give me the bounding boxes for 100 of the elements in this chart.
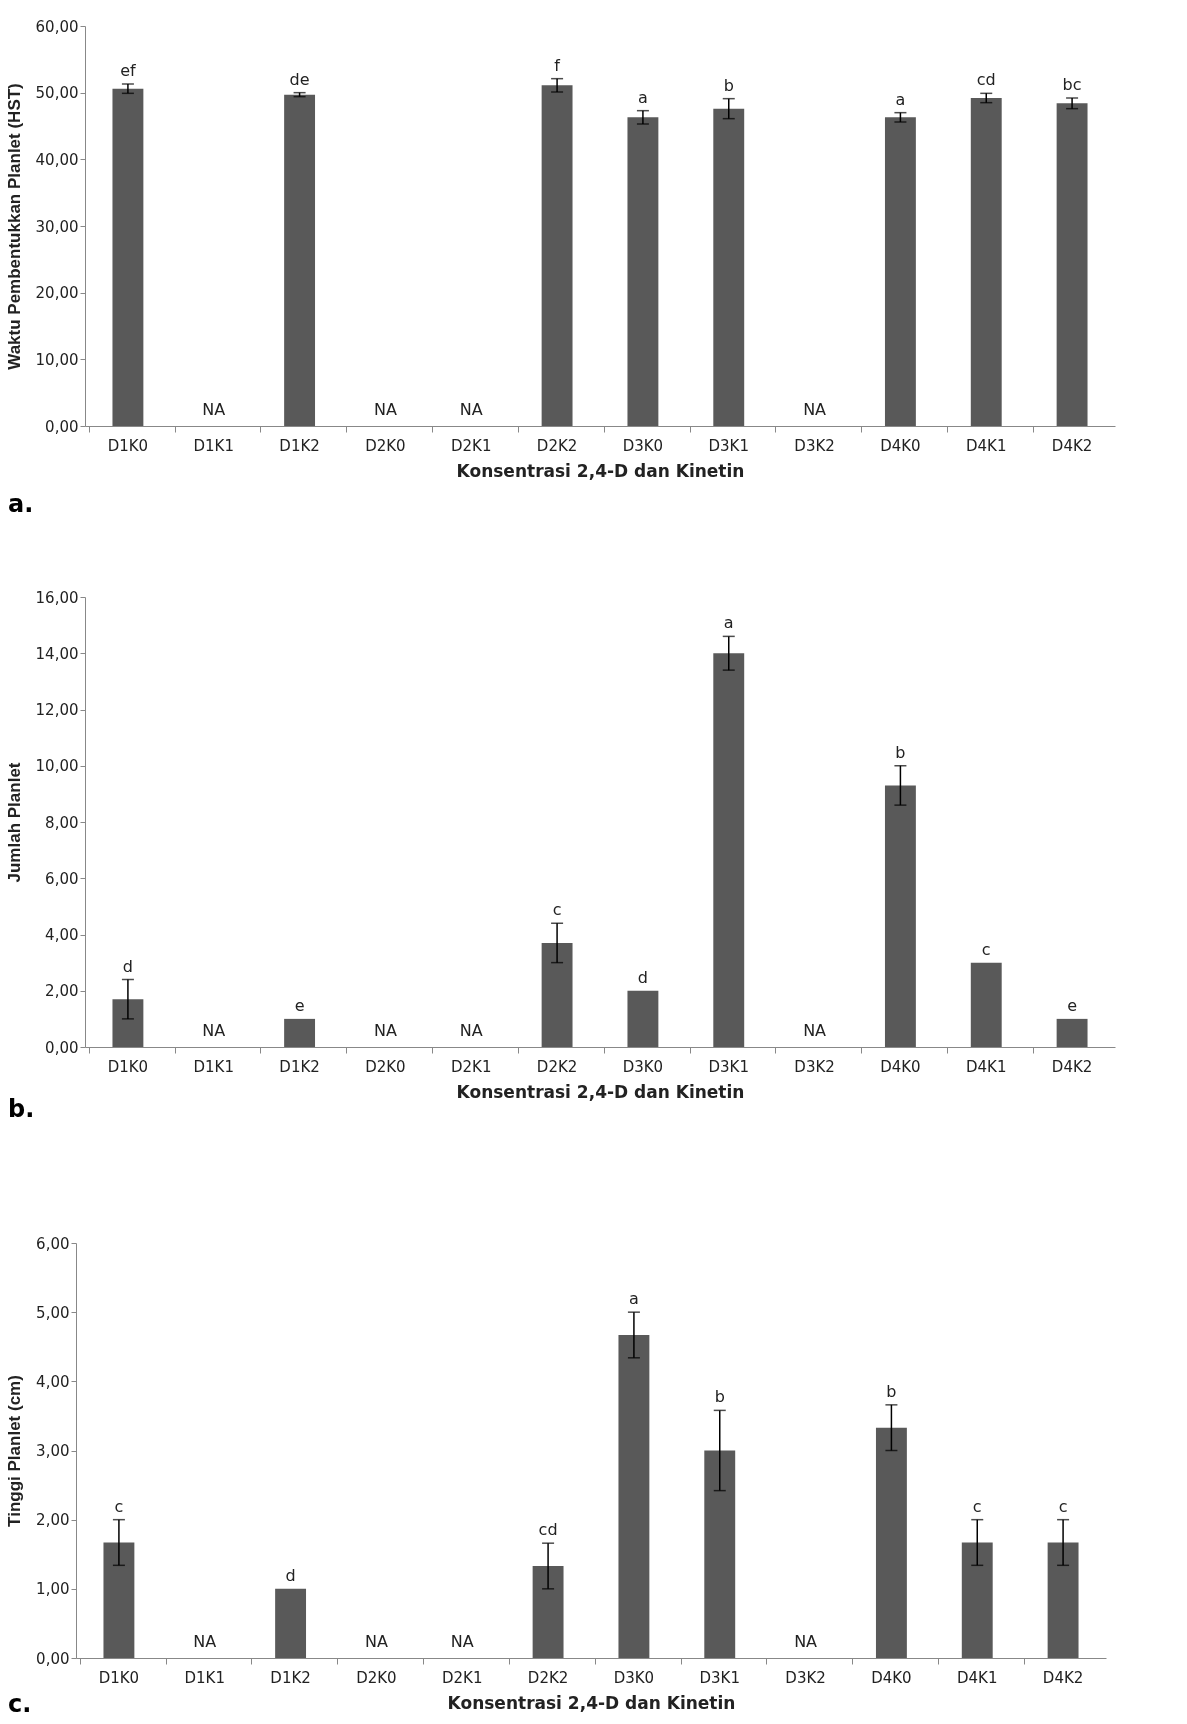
x-tick-label: D1K1: [184, 1668, 225, 1687]
x-tick-label: D2K1: [451, 436, 492, 455]
x-tick-label: D3K1: [708, 1057, 749, 1076]
x-tick-label: D3K2: [785, 1668, 826, 1687]
y-tick-label: 10,00: [35, 757, 79, 776]
annotation: c: [972, 1496, 982, 1516]
x-tick-label: D1K2: [279, 1057, 320, 1076]
annotation: de: [289, 69, 310, 89]
annotation: d: [285, 1565, 296, 1585]
bar: [713, 108, 745, 426]
x-tick-label: D4K2: [1042, 1668, 1084, 1687]
text: NA: [450, 1632, 474, 1651]
text: b.: [8, 1095, 35, 1123]
text: NA: [193, 1632, 217, 1651]
y-tick-label: 4,00: [45, 926, 79, 944]
x-tick-label: D2K2: [536, 1057, 578, 1076]
x-axis-title: Konsentrasi 2,4-D dan Kinetin: [456, 1081, 745, 1102]
x-axis-title: Konsentrasi 2,4-D dan Kinetin: [447, 1692, 736, 1713]
y-tick-label: 6,00: [36, 1234, 70, 1253]
text: NA: [373, 1021, 397, 1040]
annotation: a: [629, 1289, 639, 1309]
annotation: d: [122, 956, 133, 976]
x-tick-label: D2K1: [451, 1057, 492, 1076]
y-tick-label: 0,00: [36, 1649, 70, 1668]
x-tick-label: D1K0: [107, 436, 149, 455]
x-axis-title: Konsentrasi 2,4-D dan Kinetin: [456, 460, 745, 481]
bar: [112, 88, 144, 426]
bar: [532, 1566, 564, 1658]
x-tick-label: D1K1: [193, 436, 234, 455]
annotation: f: [554, 55, 561, 75]
annotation: bc: [1062, 75, 1082, 94]
annotation: e: [1067, 995, 1078, 1015]
y-tick-label: 8,00: [45, 813, 79, 832]
y-tick-label: 30,00: [35, 217, 79, 236]
x-tick-label: D4K1: [966, 1057, 1007, 1076]
x-tick-label: D3K1: [699, 1668, 740, 1687]
x-tick-label: D2K0: [356, 1668, 397, 1687]
x-tick-label: D1K2: [279, 436, 320, 455]
x-tick-label: D4K2: [1051, 1057, 1093, 1076]
annotation: c: [114, 1496, 124, 1516]
bar: [875, 1427, 907, 1658]
bar: [961, 1542, 993, 1658]
y-tick-label: 1,00: [36, 1580, 70, 1599]
bar: [970, 962, 1002, 1047]
text: NA: [459, 400, 483, 419]
y-tick-label: 4,00: [36, 1372, 70, 1391]
bar: [1056, 103, 1088, 426]
bar: [1056, 1018, 1088, 1047]
y-tick-label: 40,00: [35, 150, 79, 169]
x-tick-label: D1K1: [193, 1057, 234, 1076]
x-tick-label: D4K0: [880, 436, 921, 455]
annotation: c: [981, 939, 991, 959]
y-tick-label: 0,00: [45, 417, 79, 436]
x-tick-label: D3K0: [613, 1668, 655, 1687]
annotation: e: [294, 995, 305, 1015]
bar: [1047, 1542, 1079, 1658]
y-tick-label: 50,00: [35, 84, 79, 103]
y-tick-label: 2,00: [36, 1511, 70, 1530]
x-tick-label: D3K2: [794, 1057, 835, 1076]
bar: [970, 98, 1002, 426]
y-tick-label: 10,00: [35, 350, 79, 369]
text: NA: [459, 1021, 483, 1040]
bar: [627, 990, 659, 1047]
x-tick-label: D4K2: [1051, 436, 1093, 455]
annotation: ef: [120, 61, 137, 80]
y-tick-label: 0,00: [45, 1038, 79, 1057]
annotation: b: [723, 75, 734, 95]
x-tick-label: D3K2: [794, 436, 835, 455]
x-tick-label: D2K2: [527, 1668, 569, 1687]
annotation: cd: [976, 70, 996, 90]
y-tick-label: 60,00: [35, 17, 79, 36]
annotation: a: [895, 89, 906, 109]
annotation: a: [638, 87, 648, 107]
text: NA: [364, 1632, 388, 1651]
annotation: c: [1058, 1496, 1068, 1516]
y-tick-label: 6,00: [45, 869, 79, 888]
x-tick-label: D2K2: [536, 436, 578, 455]
annotation: a: [723, 613, 734, 633]
y-tick-label: 12,00: [35, 701, 79, 719]
text: NA: [803, 1021, 827, 1040]
text: NA: [794, 1632, 818, 1651]
text: NA: [202, 1021, 226, 1040]
bar: [884, 785, 916, 1047]
bar: [713, 653, 745, 1047]
x-tick-label: D4K1: [966, 436, 1007, 455]
y-tick-label: 3,00: [36, 1442, 70, 1460]
x-tick-label: D2K0: [365, 1057, 406, 1076]
bar: [103, 1542, 135, 1658]
bar: [284, 1018, 316, 1047]
x-tick-label: D3K1: [708, 436, 749, 455]
bar: [704, 1450, 736, 1658]
y-axis-title: Tinggi Planlet (cm): [5, 1375, 25, 1527]
y-axis-title: Jumlah Planlet: [4, 762, 24, 883]
text: c.: [8, 1690, 32, 1718]
annotation: cd: [538, 1520, 558, 1540]
annotation: d: [637, 967, 648, 987]
bar: [284, 94, 316, 426]
x-tick-label: D1K0: [107, 1057, 149, 1076]
bar: [541, 85, 573, 426]
bar: [541, 942, 573, 1047]
